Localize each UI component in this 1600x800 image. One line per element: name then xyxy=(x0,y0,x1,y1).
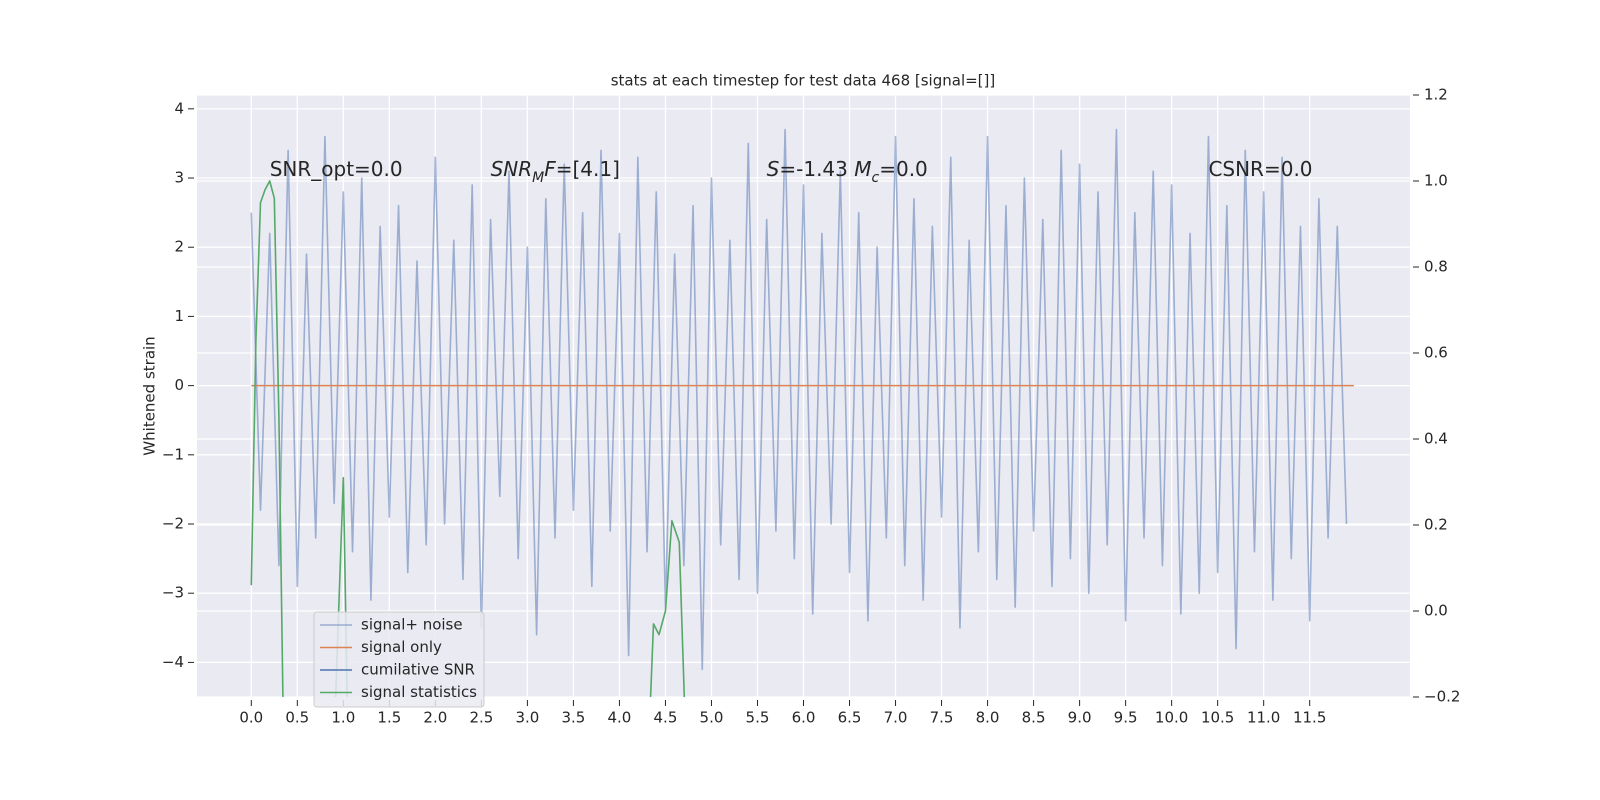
legend-label: signal only xyxy=(361,638,442,656)
y2-tick-label: 1.0 xyxy=(1424,172,1448,190)
annotation-part: =0.0 xyxy=(879,157,928,181)
y2-tick-label: 0.6 xyxy=(1424,344,1448,362)
annotation: SNRMF=[4.1] xyxy=(491,157,620,187)
annotation-part: c xyxy=(872,170,880,186)
y-tick-label: −4 xyxy=(162,653,184,671)
y-axis-label: Whitened strain xyxy=(141,336,159,455)
y2-tick-label: 0.4 xyxy=(1424,430,1448,448)
x-tick-label: 10.5 xyxy=(1201,709,1234,727)
y2-tick-label: 1.2 xyxy=(1424,86,1448,104)
x-tick-label: 6.5 xyxy=(838,709,862,727)
annotation: CSNR=0.0 xyxy=(1208,157,1312,181)
x-tick-label: 1.5 xyxy=(377,709,401,727)
x-tick-label: 0.0 xyxy=(239,709,263,727)
annotation-part: SNR xyxy=(491,157,533,181)
annotation-part: SNR_opt=0.0 xyxy=(270,157,403,181)
x-tick-label: 5.5 xyxy=(746,709,770,727)
legend-box xyxy=(313,611,485,708)
annotation-part: CSNR=0.0 xyxy=(1208,157,1312,181)
series-line xyxy=(250,180,686,697)
chart-title: stats at each timestep for test data 468… xyxy=(611,72,996,90)
y-tick-label: 4 xyxy=(174,99,184,117)
x-tick-label: 3.5 xyxy=(561,709,585,727)
x-tick-label: 2.5 xyxy=(469,709,493,727)
y-tick-label: 0 xyxy=(174,376,184,394)
x-tick-label: 11.0 xyxy=(1247,709,1280,727)
x-tick-label: 8.5 xyxy=(1022,709,1046,727)
x-tick-label: 3.0 xyxy=(515,709,539,727)
x-tick-label: 1.0 xyxy=(331,709,355,727)
legend-label: cumilative SNR xyxy=(361,661,475,679)
x-tick-label: 2.0 xyxy=(423,709,447,727)
y-tick-label: 1 xyxy=(174,307,184,325)
series-line xyxy=(250,128,1348,671)
x-tick-label: 4.5 xyxy=(654,709,678,727)
x-tick-label: 6.0 xyxy=(792,709,816,727)
y2-tick-label: 0.0 xyxy=(1424,602,1448,620)
x-tick-label: 0.5 xyxy=(285,709,309,727)
annotation-part: S xyxy=(767,157,780,181)
y-tick-label: −2 xyxy=(162,515,184,533)
y-tick-label: 2 xyxy=(174,238,184,256)
y2-tick-label: 0.2 xyxy=(1424,516,1448,534)
annotation-part: M xyxy=(854,157,871,181)
annotation-part: M xyxy=(532,170,544,186)
y-tick-label: −1 xyxy=(162,445,184,463)
x-tick-label: 7.0 xyxy=(884,709,908,727)
annotation: SNR_opt=0.0 xyxy=(270,157,403,181)
legend-label: signal statistics xyxy=(361,683,477,701)
x-tick-label: 5.0 xyxy=(700,709,724,727)
legend-label: signal+ noise xyxy=(361,616,463,634)
annotation: S=-1.43 Mc=0.0 xyxy=(767,157,928,187)
annotation-part: =[4.1] xyxy=(556,157,620,181)
y-tick-label: −3 xyxy=(162,584,184,602)
y-tick-label: 3 xyxy=(174,169,184,187)
x-tick-label: 11.5 xyxy=(1293,709,1326,727)
y2-tick-label: −0.2 xyxy=(1424,688,1460,706)
x-tick-label: 9.0 xyxy=(1068,709,1092,727)
x-tick-label: 7.5 xyxy=(930,709,954,727)
y2-tick-label: 0.8 xyxy=(1424,258,1448,276)
x-tick-label: 4.0 xyxy=(608,709,632,727)
x-tick-label: 9.5 xyxy=(1114,709,1138,727)
x-tick-label: 10.0 xyxy=(1155,709,1188,727)
annotation-part: =-1.43 xyxy=(779,157,854,181)
annotation-part: F xyxy=(544,157,556,181)
x-tick-label: 8.0 xyxy=(976,709,1000,727)
